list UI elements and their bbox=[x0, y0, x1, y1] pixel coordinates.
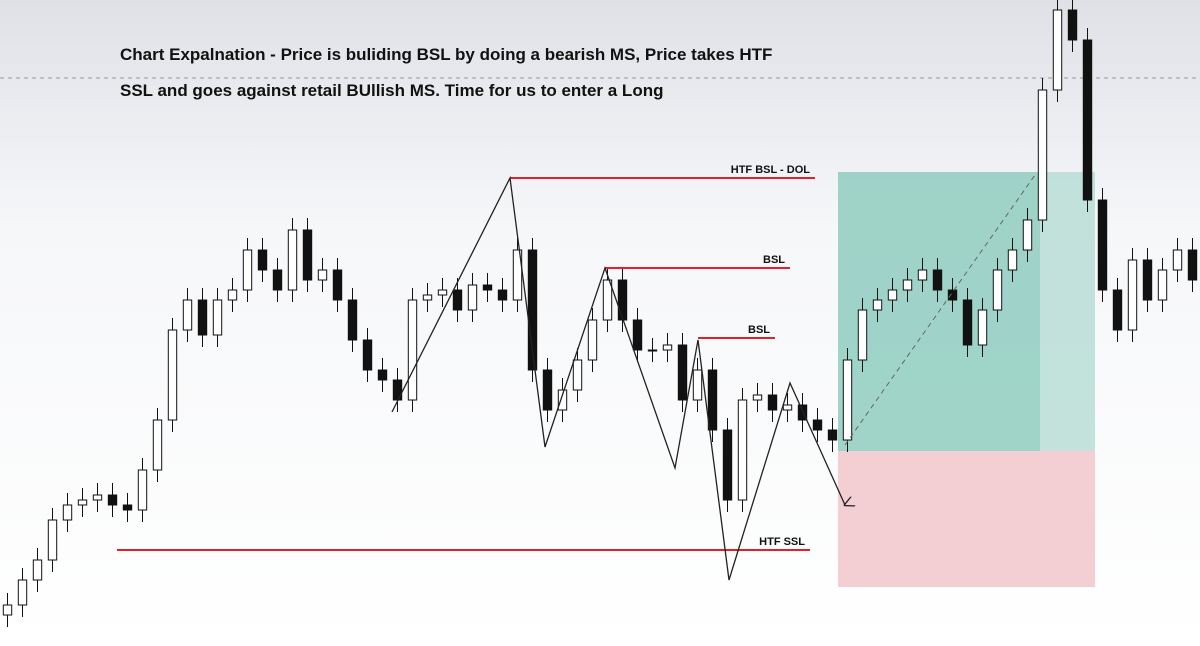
candle-body bbox=[1157, 269, 1168, 301]
annotation: SSL and goes against retail BUllish MS. … bbox=[120, 81, 663, 100]
candle-body bbox=[797, 404, 808, 421]
level-label: HTF SSL bbox=[759, 536, 805, 548]
candle-body bbox=[227, 289, 238, 301]
candle-body bbox=[1052, 9, 1063, 91]
candle-body bbox=[557, 389, 568, 411]
candle-body bbox=[62, 504, 73, 521]
structure-zigzag bbox=[391, 175, 845, 581]
candle-body bbox=[452, 289, 463, 311]
candle-body bbox=[917, 269, 928, 281]
candle-body bbox=[947, 289, 958, 301]
candle-body bbox=[92, 494, 103, 501]
candle-body bbox=[347, 299, 358, 341]
candle-body bbox=[497, 289, 508, 301]
candle-body bbox=[182, 299, 193, 331]
candle-body bbox=[617, 279, 628, 321]
candle-body bbox=[542, 369, 553, 411]
candle-body bbox=[587, 319, 598, 361]
candle-body bbox=[152, 419, 163, 471]
candle-body bbox=[47, 519, 58, 561]
candle-body bbox=[512, 249, 523, 301]
level-label: BSL bbox=[748, 324, 770, 336]
candle-body bbox=[482, 284, 493, 291]
candle-body bbox=[1082, 39, 1093, 201]
candle-body bbox=[647, 349, 658, 352]
candle-body bbox=[302, 229, 313, 281]
candle-body bbox=[767, 394, 778, 411]
candle-body bbox=[857, 309, 868, 361]
candle-body bbox=[1022, 219, 1033, 251]
candle-body bbox=[1037, 89, 1048, 221]
candle-body bbox=[332, 269, 343, 301]
candle-body bbox=[872, 299, 883, 311]
candle-body bbox=[782, 404, 793, 411]
candle-body bbox=[1067, 9, 1078, 41]
candle-body bbox=[32, 559, 43, 581]
candle-body bbox=[737, 399, 748, 501]
candle-body bbox=[197, 299, 208, 336]
candle-body bbox=[752, 394, 763, 401]
candle-body bbox=[977, 309, 988, 346]
candle-body bbox=[422, 294, 433, 301]
candle-body bbox=[137, 469, 148, 511]
candle-body bbox=[932, 269, 943, 291]
candle-body bbox=[602, 279, 613, 321]
candle-body bbox=[242, 249, 253, 291]
annotation: Chart Expalnation - Price is buliding BS… bbox=[120, 45, 772, 64]
candle-body bbox=[842, 359, 853, 441]
candle-body bbox=[1187, 249, 1198, 281]
candle-body bbox=[1112, 289, 1123, 331]
candle-body bbox=[677, 344, 688, 401]
candle-body bbox=[77, 499, 88, 506]
candle-body bbox=[212, 299, 223, 336]
candle-body bbox=[962, 299, 973, 346]
level-label: HTF BSL - DOL bbox=[731, 164, 811, 176]
candle-body bbox=[722, 429, 733, 501]
candle-body bbox=[992, 269, 1003, 311]
candle-body bbox=[362, 339, 373, 371]
candle-body bbox=[407, 299, 418, 401]
candle-body bbox=[467, 284, 478, 311]
candle-body bbox=[257, 249, 268, 271]
candle-body bbox=[662, 344, 673, 351]
candle-body bbox=[392, 379, 403, 401]
candle-body bbox=[122, 504, 133, 511]
candle-body bbox=[572, 359, 583, 391]
candle-body bbox=[1142, 259, 1153, 301]
candle-body bbox=[1097, 199, 1108, 291]
candle-body bbox=[827, 429, 838, 441]
candle-body bbox=[692, 369, 703, 401]
candle-body bbox=[632, 319, 643, 351]
candle-body bbox=[1127, 259, 1138, 331]
candle-body bbox=[317, 269, 328, 281]
candle-body bbox=[887, 289, 898, 301]
candle-body bbox=[2, 604, 13, 616]
candle-body bbox=[287, 229, 298, 291]
candle-body bbox=[17, 579, 28, 606]
candle-body bbox=[437, 289, 448, 296]
candle-body bbox=[1007, 249, 1018, 271]
candle-body bbox=[107, 494, 118, 506]
candle-body bbox=[272, 269, 283, 291]
candle-body bbox=[707, 369, 718, 431]
candle-body bbox=[902, 279, 913, 291]
stop-zone bbox=[838, 451, 1095, 587]
candle-body bbox=[167, 329, 178, 421]
candle-body bbox=[377, 369, 388, 381]
level-label: BSL bbox=[763, 254, 785, 266]
profit-zone-ext bbox=[1040, 172, 1095, 451]
trade-line bbox=[844, 174, 1036, 446]
candle-body bbox=[527, 249, 538, 371]
candle-body bbox=[1172, 249, 1183, 271]
candles bbox=[2, 0, 1198, 627]
candle-body bbox=[812, 419, 823, 431]
